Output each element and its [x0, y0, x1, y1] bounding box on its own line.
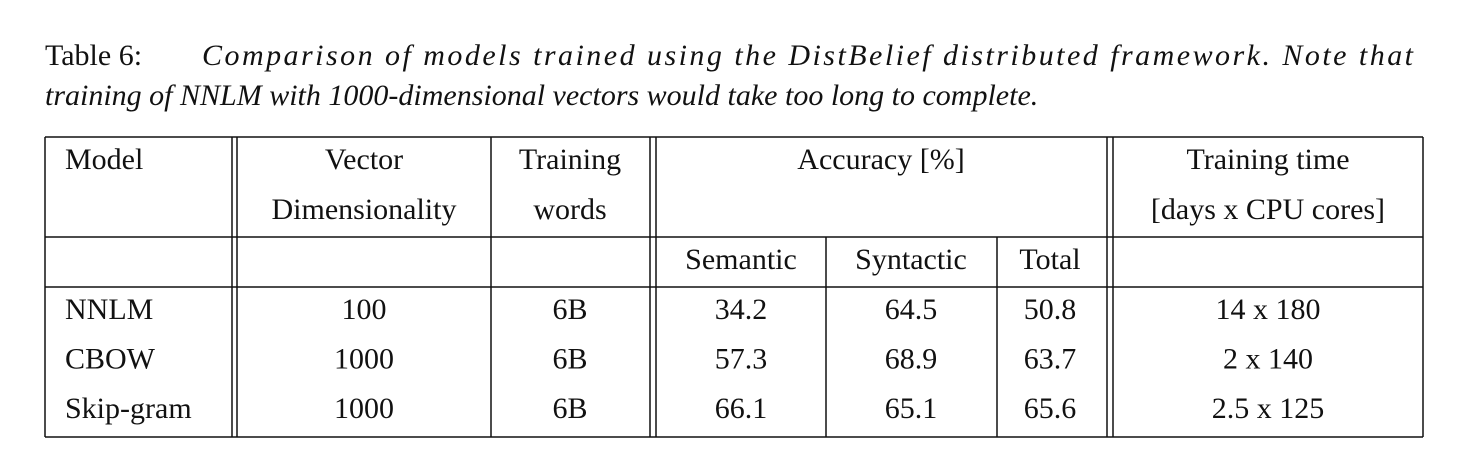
- table-cell: 66.1: [715, 392, 768, 425]
- table-cell: 2.5 x 125: [1212, 392, 1325, 425]
- table-cell: 6B: [552, 342, 587, 375]
- header-cell: words: [533, 193, 606, 226]
- subheader-cell: Total: [1019, 243, 1080, 276]
- header-cell: Model: [65, 143, 143, 176]
- table-cell: 2 x 140: [1223, 342, 1313, 375]
- table-rules: [44, 136, 1424, 438]
- table-cell: 6B: [552, 293, 587, 326]
- caption-line: Comparison of models trained using the D…: [202, 39, 1414, 72]
- table-cell: 6B: [552, 392, 587, 425]
- table-cell: NNLM: [65, 293, 153, 326]
- table-cell: 68.9: [885, 342, 938, 375]
- header-cell: Training time: [1186, 143, 1349, 176]
- header-cell: Accuracy [%]: [797, 143, 964, 176]
- header-cell: Vector: [325, 143, 403, 176]
- table-cell: 34.2: [715, 293, 768, 326]
- table-cell: 65.6: [1024, 392, 1077, 425]
- table-cell: 50.8: [1024, 293, 1077, 326]
- header-cell: Training: [519, 143, 621, 176]
- table-cell: 63.7: [1024, 342, 1077, 375]
- header-cell: [days x CPU cores]: [1151, 193, 1385, 226]
- subheader-cell: Semantic: [685, 243, 797, 276]
- table-cell: 100: [342, 293, 387, 326]
- table-cell: 64.5: [885, 293, 938, 326]
- table-cell: Skip-gram: [65, 392, 192, 425]
- table-cell: 65.1: [885, 392, 938, 425]
- table-cell: 1000: [334, 342, 394, 375]
- caption-label: Table 6:: [45, 39, 142, 72]
- subheader-cell: Syntactic: [855, 243, 967, 276]
- table-cell: 14 x 180: [1216, 293, 1321, 326]
- caption-line: training of NNLM with 1000-dimensional v…: [45, 79, 1038, 112]
- table-cell: 1000: [334, 392, 394, 425]
- header-cell: Dimensionality: [272, 193, 457, 226]
- table-cell: CBOW: [65, 342, 156, 375]
- table-cell: 57.3: [715, 342, 768, 375]
